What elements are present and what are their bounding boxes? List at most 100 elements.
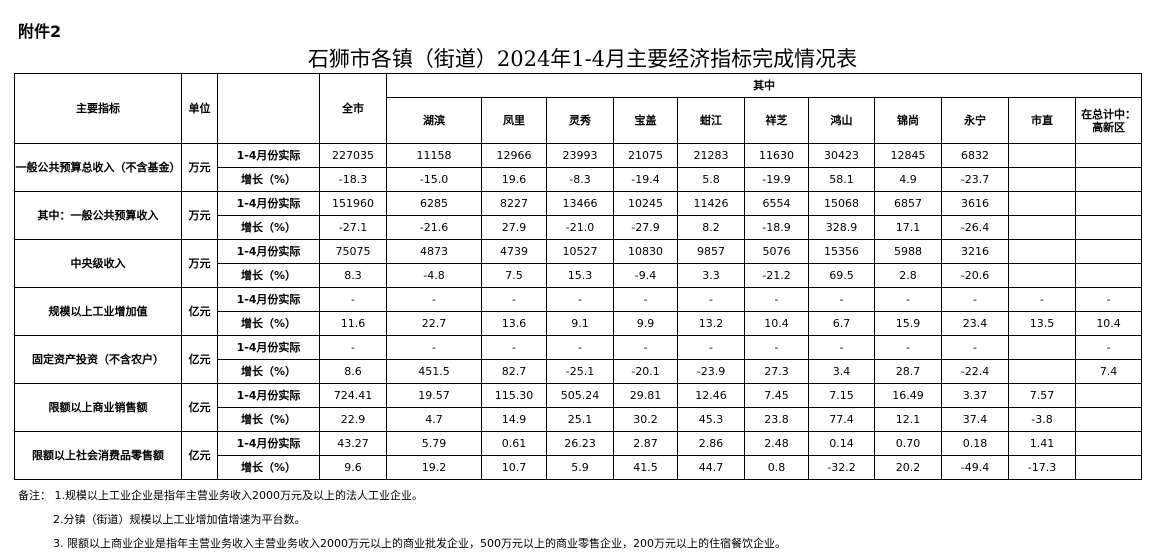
value-cell: 22.7 <box>386 311 482 336</box>
value-cell: 8.3 <box>319 263 387 288</box>
indicator-name: 限额以上社会消费品零售额 <box>14 431 182 480</box>
value-cell: -21.6 <box>386 215 482 240</box>
value-cell: 23.4 <box>941 311 1009 336</box>
value-cell: 28.7 <box>874 359 942 384</box>
note-3: 3. 限额以上商业企业是指年主营业务收入主营业务收入2000万元以上的商业批发企… <box>53 537 786 550</box>
value-cell: 2.86 <box>677 431 745 456</box>
value-cell: -21.2 <box>744 263 809 288</box>
value-cell: 30.2 <box>613 407 678 432</box>
value-cell <box>1008 167 1076 192</box>
value-cell: 41.5 <box>613 455 678 480</box>
value-cell: 0.14 <box>808 431 875 456</box>
value-cell: 10.7 <box>481 455 547 480</box>
header-col: 凤里 <box>481 97 547 144</box>
value-cell: 15.3 <box>546 263 614 288</box>
header-col: 湖滨 <box>386 97 482 144</box>
value-cell: 12.46 <box>677 383 745 408</box>
value-cell: - <box>941 335 1009 360</box>
value-cell: 29.81 <box>613 383 678 408</box>
value-cell: 115.30 <box>481 383 547 408</box>
value-cell: 11426 <box>677 191 745 216</box>
value-cell: 10527 <box>546 239 614 264</box>
value-cell: 13.6 <box>481 311 547 336</box>
value-cell: 0.18 <box>941 431 1009 456</box>
value-cell: 1.41 <box>1008 431 1076 456</box>
value-cell: 6285 <box>386 191 482 216</box>
value-cell: 6832 <box>941 143 1009 168</box>
value-cell: 13.2 <box>677 311 745 336</box>
value-cell: 10.4 <box>744 311 809 336</box>
table-row: 增长（%） -27.1 -21.6 27.9 -21.0 -27.9 8.2 -18.9 328… <box>15 215 1143 240</box>
header-unit: 单位 <box>181 73 218 144</box>
indicator-name: 中央级收入 <box>14 239 182 288</box>
value-cell: -27.1 <box>319 215 387 240</box>
value-cell: 724.41 <box>319 383 387 408</box>
header-col: 锦尚 <box>874 97 942 144</box>
value-cell: 5.8 <box>677 167 745 192</box>
row-label: 增长（%） <box>217 215 320 240</box>
table-row: 中央级收入 万元 1-4月份实际 75075 4873 4739 10527 10830 985… <box>14 239 1143 288</box>
value-cell: 3616 <box>941 191 1009 216</box>
value-cell: 5.9 <box>546 455 614 480</box>
value-cell: - <box>677 335 745 360</box>
value-cell: - <box>481 335 547 360</box>
row-label: 1-4月份实际 <box>217 431 320 456</box>
value-cell: 23993 <box>546 143 614 168</box>
unit-cell: 亿元 <box>181 335 218 384</box>
value-cell: -20.6 <box>941 263 1009 288</box>
header-col: 永宁 <box>941 97 1009 144</box>
row-label: 增长（%） <box>217 311 320 336</box>
value-cell: 10.4 <box>1074 311 1143 336</box>
value-cell: -32.2 <box>808 455 875 480</box>
row-label: 增长（%） <box>217 407 320 432</box>
value-cell: 19.6 <box>481 167 547 192</box>
value-cell: -49.4 <box>941 455 1009 480</box>
value-cell <box>1074 167 1143 192</box>
value-cell: 75075 <box>319 239 387 264</box>
unit-cell: 亿元 <box>181 287 218 336</box>
value-cell: - <box>546 335 614 360</box>
value-cell: 12845 <box>874 143 942 168</box>
value-cell: 7.57 <box>1008 383 1076 408</box>
value-cell <box>1074 191 1143 216</box>
value-cell <box>1008 215 1076 240</box>
value-cell: - <box>744 287 809 312</box>
value-cell: 3.3 <box>677 263 745 288</box>
value-cell: -20.1 <box>613 359 678 384</box>
indicator-table: 主要指标 单位 全市 其中 湖滨 凤里 灵秀 宝盖 蚶江 祥芝 鸿山 锦尚 永宁… <box>14 73 1143 480</box>
note-2: 2.分镇（街道）规模以上工业增加值增速为平台数。 <box>53 513 306 526</box>
value-cell: 505.24 <box>546 383 614 408</box>
value-cell: 9.9 <box>613 311 678 336</box>
value-cell <box>1074 239 1143 264</box>
value-cell: - <box>941 287 1009 312</box>
header-col: 祥芝 <box>744 97 809 144</box>
indicator-name: 其中：一般公共预算收入 <box>14 191 182 240</box>
value-cell: -26.4 <box>941 215 1009 240</box>
value-cell: -23.7 <box>941 167 1009 192</box>
value-cell: 3216 <box>941 239 1009 264</box>
table-row: 其中：一般公共预算收入 万元 1-4月份实际 151960 6285 8227 13466 1… <box>14 191 1143 240</box>
value-cell: - <box>386 335 482 360</box>
value-cell: 11630 <box>744 143 809 168</box>
indicator-name: 固定资产投资（不含农户） <box>14 335 182 384</box>
row-label: 增长（%） <box>217 263 320 288</box>
header-col: 市直 <box>1008 97 1076 144</box>
value-cell: 14.9 <box>481 407 547 432</box>
value-cell: 15356 <box>808 239 875 264</box>
row-label: 增长（%） <box>217 455 320 480</box>
page-title: 石狮市各镇（街道）2024年1-4月主要经济指标完成情况表 <box>307 47 858 71</box>
value-cell: 22.9 <box>319 407 387 432</box>
value-cell: 5988 <box>874 239 942 264</box>
header-col: 在总计中：高新区 <box>1074 97 1143 144</box>
value-cell: - <box>874 335 942 360</box>
value-cell: 37.4 <box>941 407 1009 432</box>
value-cell: -21.0 <box>546 215 614 240</box>
value-cell: -23.9 <box>677 359 745 384</box>
value-cell: 12.1 <box>874 407 942 432</box>
value-cell: 0.70 <box>874 431 942 456</box>
value-cell: 20.2 <box>874 455 942 480</box>
value-cell <box>1008 239 1076 264</box>
value-cell <box>1074 143 1143 168</box>
value-cell: - <box>546 287 614 312</box>
header-blank <box>217 73 320 144</box>
